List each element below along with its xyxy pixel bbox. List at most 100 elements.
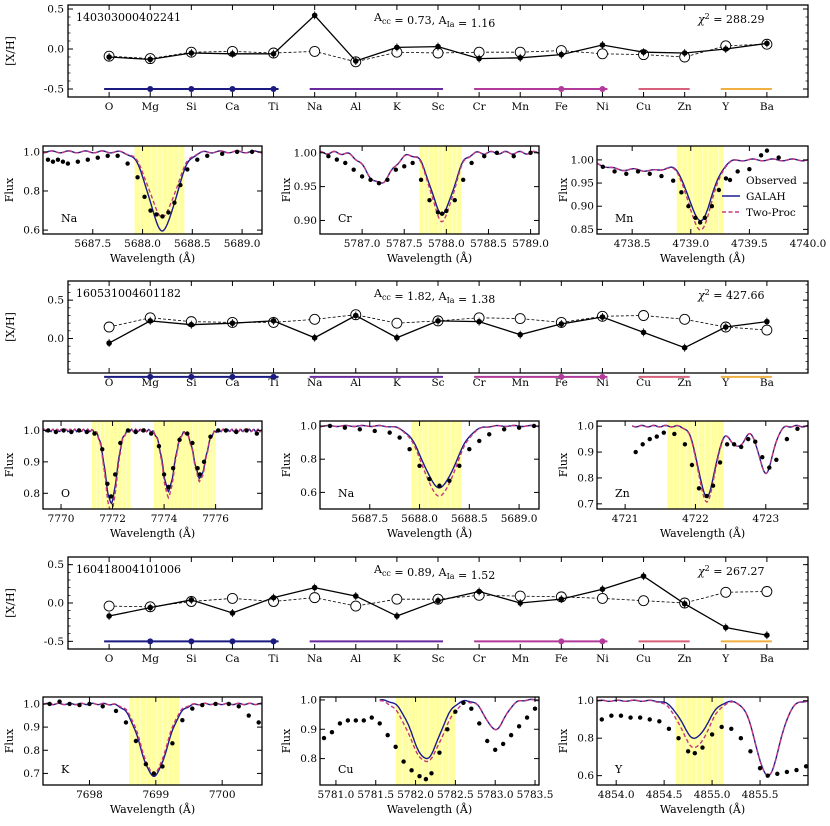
- observed-point: [774, 457, 779, 463]
- x-tick-label: 7774: [151, 513, 178, 525]
- observed-point: [385, 732, 390, 738]
- observed-point: [270, 318, 277, 324]
- observed-point: [700, 745, 705, 750]
- observed-point: [75, 159, 81, 164]
- observed-point: [118, 440, 123, 446]
- y-axis-label: Flux: [3, 728, 16, 753]
- y-tick-label: 0.0: [47, 598, 64, 610]
- model-point: [350, 600, 362, 612]
- x-axis-label: Wavelength (Å): [387, 802, 472, 816]
- element-label: Zn: [678, 377, 692, 389]
- params-label: Acc = 1.82, AIa = 1.38: [373, 287, 495, 306]
- observed-point: [85, 157, 90, 162]
- plot-area: [43, 146, 262, 234]
- observed-point: [748, 749, 753, 754]
- y-axis-label: [X/H]: [4, 588, 17, 618]
- observed-point: [738, 735, 744, 741]
- y-axis-label: Flux: [3, 452, 16, 477]
- element-label: Zn: [678, 101, 692, 113]
- observed-point: [724, 442, 730, 447]
- observed-point: [609, 713, 614, 718]
- model-point: [761, 586, 773, 597]
- observed-point: [775, 771, 780, 776]
- observed-point: [226, 701, 232, 707]
- observed-point: [427, 476, 432, 482]
- observed-point: [670, 178, 676, 183]
- element-label: O: [105, 101, 114, 113]
- observed-point: [60, 159, 66, 164]
- y-axis-label: Flux: [557, 177, 570, 202]
- observed-point: [485, 738, 490, 744]
- x-tick-label: 5688.5: [174, 238, 211, 250]
- wavelength-band: [134, 146, 185, 234]
- observed-point: [197, 472, 203, 477]
- observed-point: [106, 340, 112, 346]
- element-label: Si: [186, 101, 197, 113]
- observed-point: [100, 704, 105, 709]
- observed-point: [558, 596, 565, 602]
- element-label: Cu: [636, 653, 651, 665]
- element-label: Fe: [555, 377, 568, 389]
- plot-frame: [42, 145, 263, 235]
- observed-point: [558, 51, 565, 58]
- element-label: K: [393, 653, 401, 665]
- y-axis-label: [X/H]: [4, 36, 17, 66]
- observed-point: [385, 177, 390, 183]
- observed-point: [758, 153, 764, 158]
- observed-point: [624, 171, 629, 176]
- observed-point: [637, 715, 643, 720]
- element-label: Na: [61, 212, 78, 225]
- observed-point: [100, 447, 105, 452]
- observed-point: [453, 709, 458, 714]
- observed-point: [524, 715, 530, 720]
- observed-point: [410, 160, 415, 166]
- plot-area: [43, 697, 262, 785]
- plot-area: [43, 421, 262, 509]
- group-dot: [270, 373, 277, 380]
- element-label: Cr: [473, 653, 487, 665]
- spec-cu-3: 5781.0 5781.5 5782.0 5782.5 5783.0 5783.5 0.8 0…: [280, 694, 553, 816]
- observed-point: [369, 715, 374, 720]
- y-tick-label: 0.9: [23, 722, 40, 734]
- observed-point: [461, 700, 466, 706]
- observed-point: [511, 153, 516, 159]
- element-label: Sc: [431, 377, 444, 389]
- observed-point: [784, 769, 790, 775]
- element-label: Ni: [596, 653, 609, 665]
- observed-point: [697, 220, 703, 225]
- group-dot: [558, 373, 565, 380]
- y-tick-label: 1.0: [23, 698, 40, 710]
- observed-point: [180, 717, 185, 723]
- observed-point: [166, 210, 171, 215]
- observed-point: [476, 588, 482, 595]
- observed-point: [747, 166, 752, 172]
- observed-point: [178, 182, 183, 188]
- observed-point: [401, 759, 406, 764]
- element-label: Na: [307, 101, 322, 113]
- observed-point: [647, 717, 652, 722]
- star-id: 140303000402241: [76, 11, 181, 24]
- wavelength-band: [675, 697, 724, 785]
- observed-point: [672, 431, 677, 437]
- legend-observed: Observed: [746, 175, 797, 187]
- observed-point: [190, 440, 195, 446]
- y-tick-label: 1.0: [300, 420, 317, 432]
- observed-point: [337, 721, 343, 726]
- y-axis-label: Flux: [557, 728, 570, 753]
- x-axis-label: Wavelength (Å): [660, 802, 745, 816]
- observed-point: [402, 164, 407, 169]
- x-tick-label: 5689.0: [224, 238, 261, 250]
- observed-point: [517, 600, 524, 606]
- observed-point: [95, 155, 100, 160]
- element-label: Ti: [268, 653, 279, 665]
- x-tick-label: 7770: [48, 513, 75, 525]
- observed-point: [361, 718, 366, 723]
- element-label: Al: [349, 653, 362, 665]
- observed-point: [500, 741, 506, 747]
- element-label: Ni: [596, 377, 609, 389]
- observed-point: [764, 40, 770, 47]
- observed-point: [234, 149, 240, 155]
- observed-point: [190, 706, 195, 711]
- y-tick-label: 0.9: [577, 447, 594, 459]
- observed-point: [709, 204, 715, 209]
